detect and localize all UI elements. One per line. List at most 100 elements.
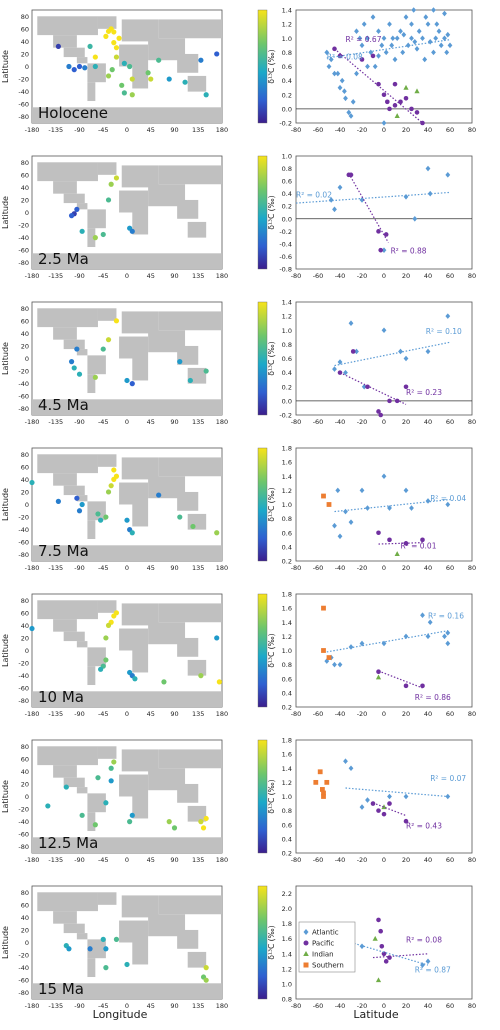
site-marker: [214, 51, 220, 57]
site-marker: [98, 666, 104, 672]
site-marker: [105, 337, 112, 343]
site-marker: [103, 33, 109, 39]
atlantic-point: [368, 49, 374, 56]
y-tick-label: 1.0: [282, 327, 292, 335]
land-mass: [132, 504, 149, 527]
atlantic-point: [425, 348, 431, 355]
map-y-tick-label: 80: [21, 743, 29, 751]
colorbar: [257, 9, 268, 124]
atlantic-point: [436, 28, 442, 34]
land-mass: [158, 603, 222, 623]
pacific-point: [398, 99, 403, 105]
pacific-point: [376, 530, 381, 536]
land-mass: [37, 162, 98, 182]
atlantic-point: [381, 120, 387, 126]
land-mass: [37, 308, 98, 328]
scatter-y-axis-label: δ¹³C (‰): [267, 341, 276, 375]
scatter-x-tick-label: -60: [313, 272, 324, 280]
trend-line: [378, 542, 423, 545]
site-marker: [111, 467, 117, 473]
land-mass: [148, 184, 186, 207]
map-y-tick-label: 40: [21, 38, 29, 46]
map-x-tick-label: 45: [147, 126, 155, 134]
atlantic-point: [365, 35, 370, 42]
scatter-y-axis-label: δ¹³C (‰): [267, 487, 276, 521]
scatter-x-tick-label: 0: [382, 418, 386, 426]
colorbar: [257, 155, 268, 270]
map-x-tick-label: 180: [216, 564, 228, 572]
scatter-x-tick-label: 60: [446, 856, 454, 864]
trend-line: [295, 191, 451, 204]
land-mass: [32, 253, 222, 269]
r-squared-label: R² = 0.02: [296, 190, 332, 199]
y-tick-label: 0.6: [282, 63, 292, 71]
southern-point: [321, 790, 326, 796]
scatter-x-tick-label: 40: [424, 710, 432, 718]
y-tick-label: 2.2: [282, 890, 292, 898]
scatter-x-tick-label: -20: [357, 272, 368, 280]
site-marker: [68, 359, 75, 365]
southern-point: [321, 648, 326, 653]
site-marker: [119, 82, 125, 88]
y-tick-label: 0.0: [282, 105, 292, 113]
r-squared-label: R² = 0.88: [391, 246, 427, 255]
map-x-tick-label: 180: [216, 856, 228, 864]
atlantic-point: [342, 88, 347, 95]
pacific-point: [378, 247, 384, 253]
atlantic-point: [361, 21, 367, 27]
y-tick-label: 1.8: [282, 737, 292, 745]
atlantic-point: [337, 184, 343, 191]
scatter-x-tick-label: 80: [468, 710, 476, 718]
pacific-point: [381, 951, 387, 957]
site-marker: [71, 365, 77, 371]
pacific-point: [394, 398, 400, 404]
land-mass: [132, 66, 149, 89]
land-mass: [87, 939, 106, 959]
scatter-x-tick-label: 60: [446, 418, 454, 426]
land-mass: [37, 16, 98, 36]
land-mass: [119, 190, 149, 213]
site-marker: [92, 54, 98, 60]
atlantic-point: [332, 206, 337, 213]
atlantic-point: [398, 348, 403, 355]
legend-atlantic-marker: [303, 929, 309, 935]
y-tick-label: 1.6: [282, 935, 292, 943]
atlantic-point: [392, 56, 398, 63]
map-x-tick-label: -180: [25, 418, 40, 426]
pacific-point: [383, 232, 389, 237]
site-marker: [129, 92, 135, 98]
southern-point: [321, 794, 326, 799]
land-mass: [97, 308, 117, 321]
land-mass: [87, 520, 96, 540]
site-marker: [105, 197, 112, 203]
map-y-tick-label: -40: [18, 380, 29, 388]
land-mass: [97, 454, 117, 467]
atlantic-point: [381, 473, 387, 480]
pacific-point: [348, 172, 354, 178]
panel-5: 80 60 40 20 0 -20 -40 -60 -80 -180 -135 -90 -45 0 45 90…: [1, 737, 476, 865]
site-marker: [71, 67, 77, 73]
site-marker: [116, 35, 122, 41]
site-marker: [203, 815, 209, 822]
land-mass: [177, 783, 199, 803]
scatter-y-axis-label: δ¹³C (‰): [267, 779, 276, 813]
map-x-tick-label: 90: [170, 564, 178, 572]
y-tick-label: 1.2: [282, 313, 292, 321]
site-marker: [55, 498, 61, 504]
site-marker: [92, 63, 98, 70]
map-y-tick-label: -20: [18, 514, 29, 522]
land-mass: [63, 193, 85, 204]
map-x-tick-label: -135: [48, 418, 63, 426]
y-tick-label: -0.2: [279, 120, 292, 128]
atlantic-point: [445, 31, 451, 38]
scatter-x-tick-label: -60: [313, 1002, 324, 1010]
atlantic-point: [387, 505, 392, 511]
scatter-frame: [295, 447, 473, 562]
site-marker: [82, 65, 88, 71]
land-mass: [119, 336, 149, 359]
land-mass: [121, 895, 159, 918]
atlantic-point: [394, 35, 400, 42]
atlantic-point: [359, 804, 365, 810]
y-tick-label: -0.2: [279, 412, 292, 420]
map-y-tick-label: -80: [18, 551, 29, 559]
